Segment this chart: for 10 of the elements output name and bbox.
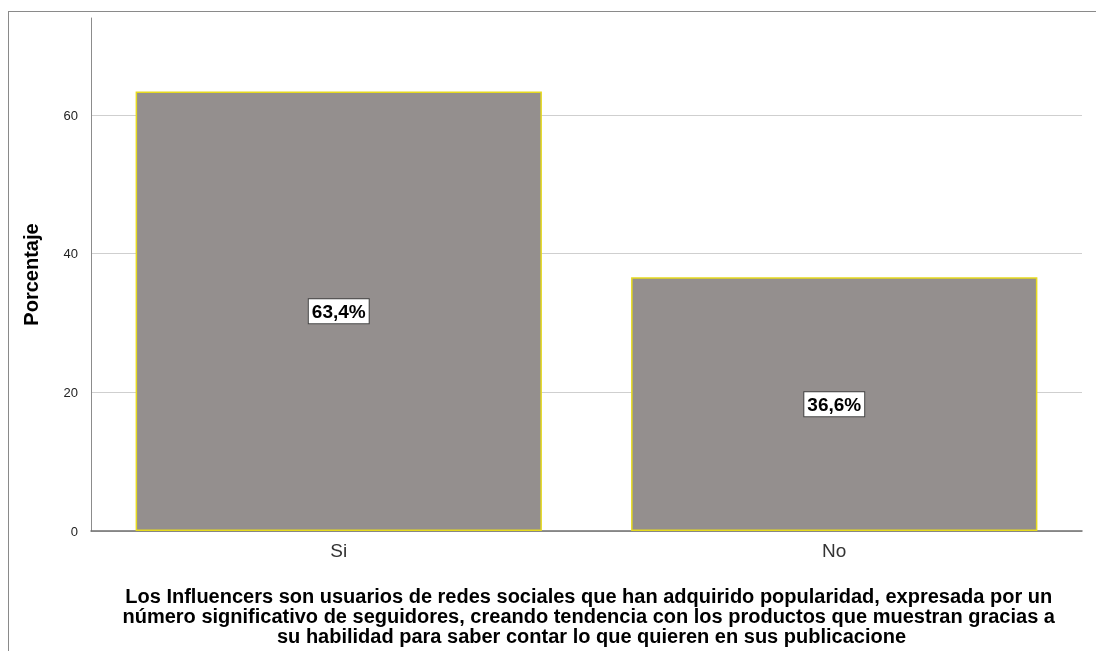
- data-label: 63,4%: [311, 300, 366, 322]
- data-label: 36,6%: [807, 393, 862, 415]
- x-tick-label: No: [822, 540, 847, 561]
- y-tick-label: 40: [63, 246, 78, 262]
- x-tick-label: Si: [330, 540, 348, 561]
- y-tick-label: 0: [70, 523, 78, 539]
- x-axis-title: Los Influencers son usuarios de redes sociales que han adquirido popularidad, expresada por un número significativo de seguidores, creando tendencia con los productos que muestran gracias a su habilidad para saber contar lo que quieren en sus publicacione: [122, 585, 1061, 647]
- y-tick-label: 20: [63, 384, 78, 400]
- y-axis-title: Porcentaje: [20, 223, 42, 326]
- y-tick-label: 60: [63, 107, 78, 123]
